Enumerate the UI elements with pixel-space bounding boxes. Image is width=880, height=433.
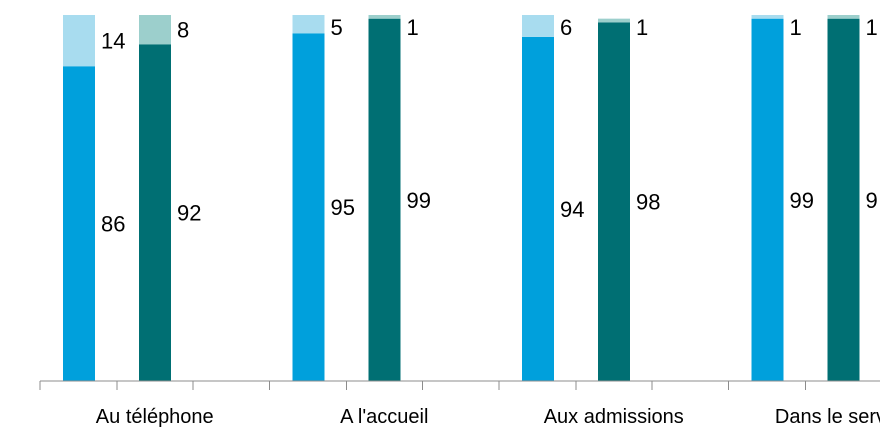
data-label-a-l-accueil-g2-base: 99	[407, 188, 431, 213]
data-label-aux-admissions-g2-top: 1	[636, 15, 648, 40]
bar-a-l-accueil-g1-base	[292, 33, 325, 382]
bar-dans-le-service-g1-top	[751, 15, 784, 19]
data-label-au-t-l-phone-g1-base: 86	[101, 212, 125, 237]
data-label-au-t-l-phone-g2-base: 92	[177, 201, 201, 226]
data-label-aux-admissions-g1-top: 6	[560, 15, 572, 40]
data-label-dans-le-service-g2-base: 9	[866, 188, 878, 213]
data-label-dans-le-service-g1-top: 1	[790, 15, 802, 40]
bar-au-t-l-phone-g2-top	[139, 15, 171, 45]
bar-dans-le-service-g2-top	[827, 15, 860, 19]
bar-au-t-l-phone-g1-top	[63, 15, 95, 67]
data-label-aux-admissions-g1-base: 94	[560, 197, 584, 222]
data-label-au-t-l-phone-g1-top: 14	[101, 29, 125, 54]
bar-a-l-accueil-g1-top	[292, 15, 325, 34]
data-label-a-l-accueil-g2-top: 1	[407, 15, 419, 40]
x-tick-label-aux-admissions: Aux admissions	[544, 406, 684, 428]
data-label-dans-le-service-g2-top: 1	[866, 15, 878, 40]
x-tick-label-au-t-l-phone: Au téléphone	[96, 406, 214, 428]
bars-layer	[63, 15, 860, 382]
data-labels-layer: 86 14 92 8 95 5 99 1 94 6 98 1 99 1 9 1	[101, 15, 878, 237]
data-label-au-t-l-phone-g2-top: 8	[177, 18, 189, 43]
x-axis: Au téléphone A l'accueil Aux admissions Dan…	[39, 380, 880, 428]
bar-a-l-accueil-g2-base	[368, 18, 401, 381]
bar-a-l-accueil-g2-top	[368, 15, 401, 19]
bar-aux-admissions-g2-base	[598, 22, 630, 381]
bar-au-t-l-phone-g2-base	[139, 44, 171, 381]
data-label-a-l-accueil-g1-top: 5	[331, 15, 343, 40]
bar-aux-admissions-g1-base	[522, 36, 554, 382]
bar-dans-le-service-g2-base	[827, 18, 860, 381]
bar-aux-admissions-g2-top	[598, 18, 630, 23]
data-label-aux-admissions-g2-base: 98	[636, 190, 660, 215]
bar-au-t-l-phone-g1-base	[63, 66, 95, 382]
bar-aux-admissions-g1-top	[522, 15, 554, 37]
data-label-dans-le-service-g1-base: 99	[790, 188, 814, 213]
bar-dans-le-service-g1-base	[751, 18, 784, 381]
x-tick-label-dans-le-service: Dans le service	[775, 406, 880, 428]
data-label-a-l-accueil-g1-base: 95	[331, 195, 355, 220]
x-tick-label-a-l-accueil: A l'accueil	[340, 406, 428, 428]
